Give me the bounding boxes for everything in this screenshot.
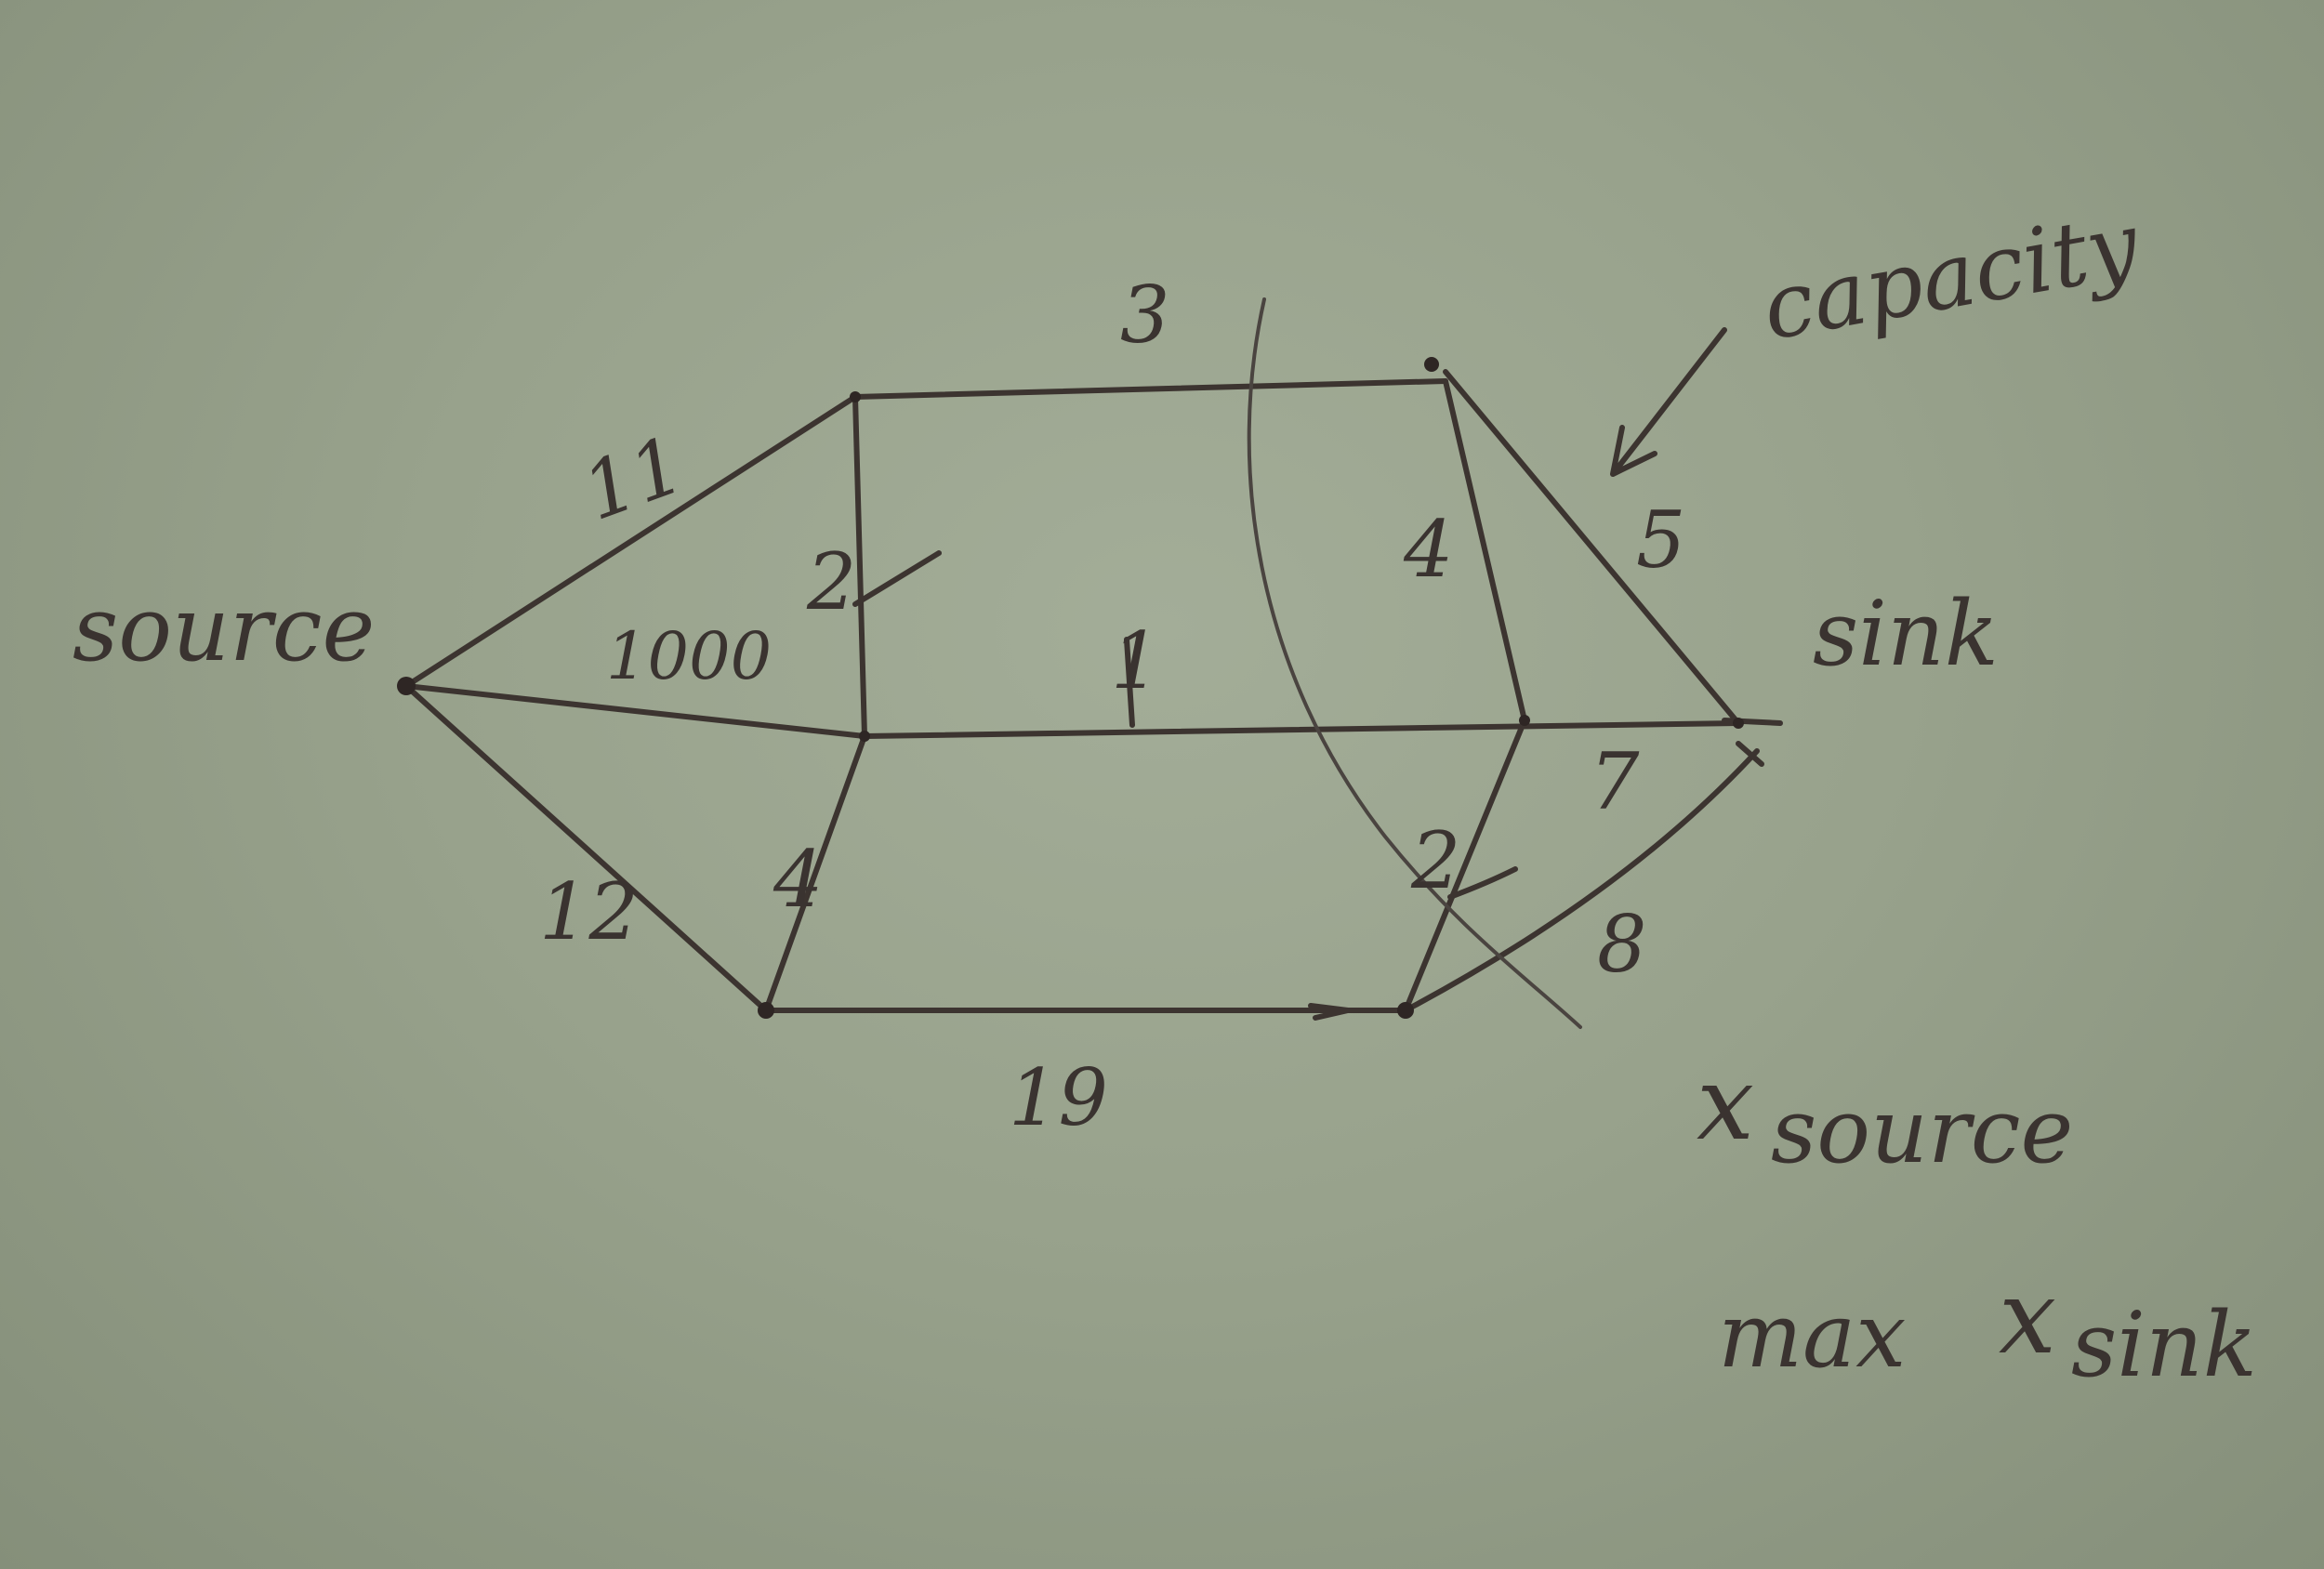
capacity-arrow bbox=[1610, 327, 1727, 477]
edge-middle-bottomleft bbox=[763, 733, 867, 1013]
capacity-label-4-right: 4 bbox=[1403, 504, 1453, 595]
node-top-left bbox=[850, 391, 861, 402]
capacity-label-4-left: 4 bbox=[772, 834, 823, 925]
edge-top bbox=[852, 378, 1448, 400]
node-bottom-right bbox=[1397, 1002, 1414, 1019]
edge-sink-arrowhead bbox=[1722, 718, 1783, 767]
x-source-symbol: x bbox=[1697, 1044, 1754, 1163]
cut-line bbox=[1247, 297, 1582, 1029]
tick-mark-edge-2b bbox=[1447, 866, 1518, 900]
tick-mark-edge-1 bbox=[1124, 637, 1135, 728]
capacity-label-19: 19 bbox=[1009, 1052, 1108, 1143]
x-sink-subscript: sink bbox=[2071, 1293, 2257, 1397]
edge-source-bottomleft bbox=[403, 683, 769, 1013]
edge-bottom-arrowhead bbox=[1308, 1003, 1351, 1021]
node-source bbox=[397, 677, 416, 695]
edge-topright-middleright bbox=[1443, 378, 1527, 723]
edge-bottomright-sink bbox=[1403, 748, 1760, 1013]
capacity-label-11: 11 bbox=[572, 418, 696, 538]
edge-source-middle bbox=[403, 683, 867, 739]
node-middle-center bbox=[859, 731, 870, 742]
node-bottom-left bbox=[758, 1002, 774, 1019]
capacity-label-2-left: 2 bbox=[806, 536, 856, 627]
capacity-label-5: 5 bbox=[1636, 494, 1685, 586]
edge-topleft-middle bbox=[852, 394, 867, 739]
node-top-right bbox=[1424, 357, 1439, 372]
capacity-label-3: 3 bbox=[1120, 270, 1169, 361]
capacity-label-8: 8 bbox=[1597, 899, 1646, 990]
node-sink bbox=[1733, 718, 1744, 729]
edge-middle-row bbox=[862, 720, 1741, 739]
edge-middleright-bottomright bbox=[1403, 718, 1527, 1013]
x-sink-symbol: x bbox=[1999, 1258, 2056, 1377]
max-label: max bbox=[1718, 1284, 1906, 1388]
capacity-label-7: 7 bbox=[1590, 736, 1640, 827]
x-source-subscript: source bbox=[1771, 1079, 2073, 1183]
node-middle-right bbox=[1519, 715, 1530, 726]
tick-mark-edge-2 bbox=[852, 550, 942, 607]
edge-topright-sink bbox=[1443, 369, 1741, 726]
sink-label: sink bbox=[1813, 582, 1999, 686]
capacity-label-1000: 1000 bbox=[606, 618, 772, 694]
source-label: source bbox=[73, 577, 375, 681]
capacity-label: capacity bbox=[1755, 192, 2147, 361]
capacity-label-12: 12 bbox=[539, 866, 639, 957]
capacity-label-1: 1 bbox=[1111, 615, 1160, 706]
capacity-label-2-right: 2 bbox=[1410, 815, 1460, 906]
edge-source-topleft bbox=[403, 394, 858, 689]
